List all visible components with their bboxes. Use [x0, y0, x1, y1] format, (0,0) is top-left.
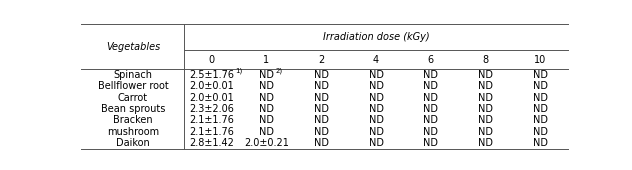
- Text: ND: ND: [478, 81, 493, 91]
- Text: 0: 0: [209, 55, 215, 65]
- Text: ND: ND: [368, 104, 384, 114]
- Text: 10: 10: [534, 55, 547, 65]
- Text: ND: ND: [423, 93, 439, 103]
- Text: ND: ND: [533, 81, 548, 91]
- Text: ND: ND: [423, 127, 439, 137]
- Text: ND: ND: [533, 70, 548, 80]
- Text: ND: ND: [533, 138, 548, 148]
- Text: ND: ND: [423, 115, 439, 125]
- Text: ND: ND: [478, 138, 493, 148]
- Text: 2: 2: [318, 55, 324, 65]
- Text: ND: ND: [259, 127, 274, 137]
- Text: Irradiation dose (kGy): Irradiation dose (kGy): [323, 32, 429, 42]
- Text: 2.0±0.21: 2.0±0.21: [244, 138, 289, 148]
- Text: 2.1±1.76: 2.1±1.76: [189, 127, 234, 137]
- Text: 1: 1: [264, 55, 270, 65]
- Text: mushroom: mushroom: [107, 127, 159, 137]
- Text: ND: ND: [478, 70, 493, 80]
- Text: Daikon: Daikon: [116, 138, 150, 148]
- Text: ND: ND: [368, 93, 384, 103]
- Text: Vegetables: Vegetables: [106, 42, 160, 52]
- Text: ND: ND: [423, 104, 439, 114]
- Text: Bellflower root: Bellflower root: [97, 81, 168, 91]
- Text: ND: ND: [533, 93, 548, 103]
- Text: ND: ND: [533, 104, 548, 114]
- Text: ND: ND: [259, 104, 274, 114]
- Text: ND: ND: [368, 81, 384, 91]
- Text: ND: ND: [368, 127, 384, 137]
- Text: ND: ND: [313, 81, 329, 91]
- Text: 2.3±2.06: 2.3±2.06: [189, 104, 234, 114]
- Text: 8: 8: [483, 55, 489, 65]
- Text: Bracken: Bracken: [113, 115, 153, 125]
- Text: 2): 2): [276, 68, 283, 74]
- Text: ND: ND: [259, 93, 274, 103]
- Text: ND: ND: [478, 93, 493, 103]
- Text: ND: ND: [313, 127, 329, 137]
- Text: ND: ND: [368, 138, 384, 148]
- Text: ND: ND: [368, 70, 384, 80]
- Text: Carrot: Carrot: [118, 93, 148, 103]
- Text: 1): 1): [236, 68, 243, 74]
- Text: ND: ND: [478, 104, 493, 114]
- Text: ND: ND: [259, 115, 274, 125]
- Text: 2.1±1.76: 2.1±1.76: [189, 115, 234, 125]
- Text: ND: ND: [478, 115, 493, 125]
- Text: ND: ND: [313, 70, 329, 80]
- Text: 2.0±0.01: 2.0±0.01: [190, 93, 234, 103]
- Text: ND: ND: [533, 115, 548, 125]
- Text: ND: ND: [478, 127, 493, 137]
- Text: ND: ND: [423, 81, 439, 91]
- Text: ND: ND: [423, 138, 439, 148]
- Text: ND: ND: [259, 70, 274, 80]
- Text: ND: ND: [533, 127, 548, 137]
- Text: Bean sprouts: Bean sprouts: [100, 104, 165, 114]
- Text: ND: ND: [313, 138, 329, 148]
- Text: 6: 6: [428, 55, 434, 65]
- Text: ND: ND: [423, 70, 439, 80]
- Text: ND: ND: [368, 115, 384, 125]
- Text: 2.0±0.01: 2.0±0.01: [190, 81, 234, 91]
- Text: ND: ND: [259, 81, 274, 91]
- Text: ND: ND: [313, 115, 329, 125]
- Text: ND: ND: [313, 93, 329, 103]
- Text: 2.5±1.76: 2.5±1.76: [189, 70, 234, 80]
- Text: 2.8±1.42: 2.8±1.42: [189, 138, 234, 148]
- Text: Spinach: Spinach: [113, 70, 152, 80]
- Text: 4: 4: [373, 55, 379, 65]
- Text: ND: ND: [313, 104, 329, 114]
